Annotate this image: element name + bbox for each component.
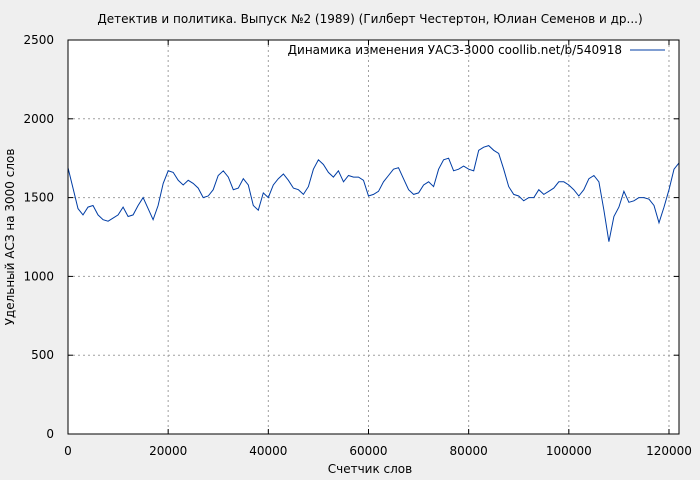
y-axis-label: Удельный АСЗ на 3000 слов (3, 149, 17, 326)
y-tick-label: 2000 (23, 112, 54, 126)
y-axis: 0 500 1000 1500 2000 2500 (23, 33, 679, 441)
y-tick-label: 500 (31, 348, 54, 362)
x-axis: 0 20000 40000 60000 80000 100000 120000 (64, 40, 692, 458)
x-tick-label: 100000 (546, 444, 592, 458)
chart-title: Детектив и политика. Выпуск №2 (1989) (Г… (97, 12, 642, 26)
y-tick-label: 0 (46, 427, 54, 441)
x-axis-label: Счетчик слов (328, 462, 412, 476)
x-tick-label: 80000 (450, 444, 488, 458)
y-tick-label: 1500 (23, 191, 54, 205)
legend: Динамика изменения УАСЗ-3000 coollib.net… (288, 43, 665, 57)
grid (68, 40, 679, 434)
series-line (67, 145, 680, 242)
legend-label: Динамика изменения УАСЗ-3000 coollib.net… (288, 43, 622, 57)
x-tick-label: 0 (64, 444, 72, 458)
y-tick-label: 2500 (23, 33, 54, 47)
y-tick-label: 1000 (23, 269, 54, 283)
x-tick-label: 40000 (249, 444, 287, 458)
x-tick-label: 60000 (349, 444, 387, 458)
plot-frame (67, 39, 680, 435)
plot-area (68, 40, 679, 434)
x-tick-label: 120000 (646, 444, 692, 458)
x-tick-label: 20000 (149, 444, 187, 458)
